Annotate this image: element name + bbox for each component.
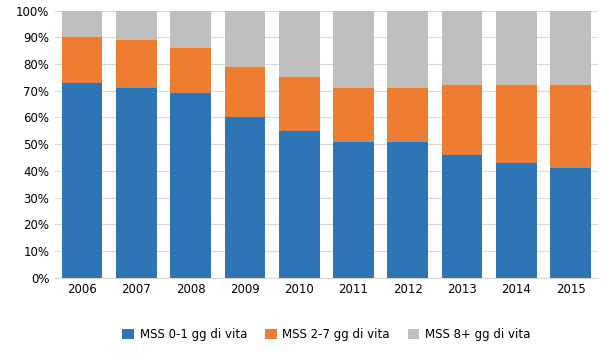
Bar: [333, 11, 374, 88]
Bar: [170, 11, 211, 48]
Bar: [62, 11, 102, 37]
Bar: [442, 11, 483, 85]
Bar: [279, 131, 320, 278]
Bar: [224, 117, 265, 278]
Bar: [170, 94, 211, 278]
Bar: [496, 85, 537, 163]
Bar: [279, 11, 320, 78]
Bar: [387, 142, 428, 278]
Bar: [116, 11, 157, 40]
Bar: [116, 88, 157, 278]
Bar: [442, 85, 483, 155]
Bar: [442, 155, 483, 278]
Bar: [387, 11, 428, 88]
Bar: [333, 88, 374, 142]
Bar: [550, 11, 591, 85]
Bar: [496, 11, 537, 85]
Bar: [333, 142, 374, 278]
Bar: [62, 37, 102, 83]
Bar: [116, 40, 157, 88]
Bar: [550, 168, 591, 278]
Bar: [62, 83, 102, 278]
Bar: [279, 78, 320, 131]
Legend: MSS 0-1 gg di vita, MSS 2-7 gg di vita, MSS 8+ gg di vita: MSS 0-1 gg di vita, MSS 2-7 gg di vita, …: [117, 324, 536, 346]
Bar: [224, 11, 265, 67]
Bar: [387, 88, 428, 142]
Bar: [170, 48, 211, 94]
Bar: [224, 67, 265, 117]
Bar: [496, 163, 537, 278]
Bar: [550, 85, 591, 168]
